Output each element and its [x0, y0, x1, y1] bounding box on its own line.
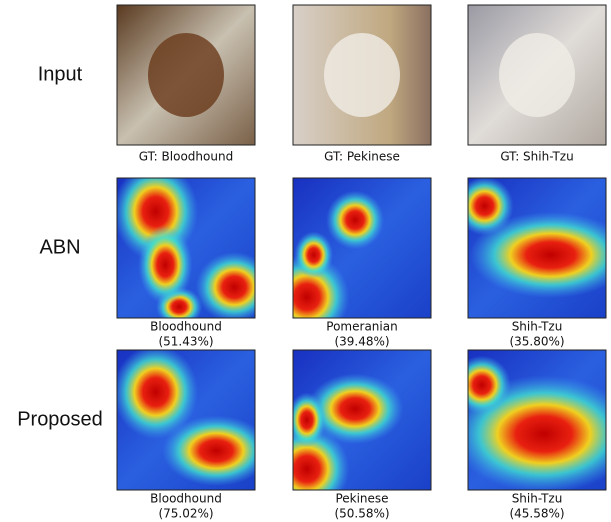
- heat-blob: [453, 356, 511, 415]
- heat-blob: [326, 191, 384, 250]
- caption: GT: Shih-Tzu: [500, 150, 573, 164]
- caption: GT: Bloodhound: [139, 150, 233, 164]
- confidence: (75.02%): [158, 507, 213, 521]
- prediction: Bloodhound: [150, 320, 222, 334]
- prediction: Shih-Tzu: [512, 320, 563, 334]
- prediction: Shih-Tzu: [512, 492, 563, 506]
- heatmap: [113, 163, 273, 327]
- row-label: Input: [38, 63, 83, 85]
- heatmap: [451, 350, 611, 493]
- confidence: (50.58%): [334, 507, 389, 521]
- confidence: (45.58%): [509, 507, 564, 521]
- prediction: Bloodhound: [150, 492, 222, 506]
- heat-blob: [138, 226, 192, 304]
- heat-blob: [162, 416, 270, 487]
- heatmap: [113, 345, 270, 490]
- heat-blob: [456, 177, 514, 236]
- dog: [499, 33, 575, 117]
- dog: [148, 33, 224, 117]
- heat-blob: [294, 231, 333, 278]
- confidence: (39.48%): [334, 335, 389, 349]
- prediction: Pekinese: [335, 492, 388, 506]
- prediction: Pomeranian: [326, 320, 397, 334]
- figure: Input GT: Bloodhound GT: Pekinese GT: Shih-…: [0, 0, 611, 522]
- caption: GT: Pekinese: [324, 150, 400, 164]
- confidence: (35.80%): [509, 335, 564, 349]
- heatmap: [456, 177, 611, 318]
- row-label: Proposed: [17, 408, 103, 430]
- confidence: (51.43%): [158, 335, 213, 349]
- heatmap: [264, 350, 431, 512]
- row-label: ABN: [39, 236, 80, 258]
- dog: [324, 33, 400, 117]
- heatmap: [264, 178, 431, 340]
- heat-blob: [196, 252, 273, 323]
